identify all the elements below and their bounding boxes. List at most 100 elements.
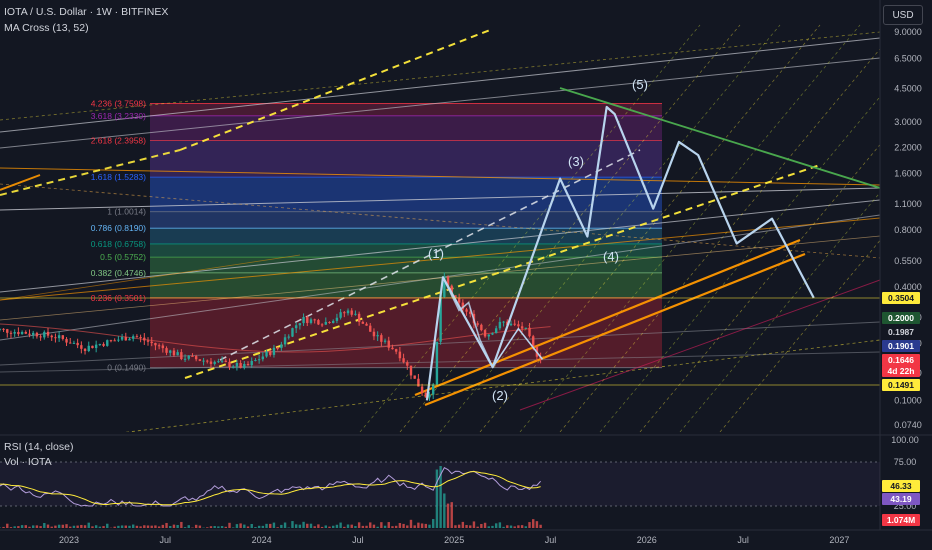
fib-label-5: 0.786 (0.8190) <box>91 223 146 233</box>
candle-body <box>346 310 350 314</box>
trend-line <box>184 164 821 379</box>
price-badge-label-0: 0.3504 <box>888 293 914 303</box>
volume-bar <box>150 525 153 528</box>
volume-bar <box>206 527 209 528</box>
volume-bar <box>102 526 105 528</box>
candle-body <box>313 319 316 321</box>
candle-body <box>150 341 153 344</box>
candle-body <box>98 343 102 345</box>
volume-bar <box>131 524 135 528</box>
candle-body <box>239 362 242 368</box>
fan-line <box>639 144 880 432</box>
candle-body <box>113 340 116 342</box>
volume-bar <box>98 526 102 528</box>
volume-bar <box>283 522 287 528</box>
price-badge-label-3: 0.1901 <box>888 341 914 351</box>
volume-bar <box>417 522 420 528</box>
candle-body <box>498 321 502 329</box>
volume-bar <box>380 522 383 528</box>
volume-bar <box>513 526 516 528</box>
rsi-tick-0: 100.00 <box>891 435 919 445</box>
trend-line <box>519 279 880 411</box>
candle-body <box>198 359 202 361</box>
volume-bar <box>9 527 13 528</box>
fib-zone <box>150 140 662 178</box>
candle-body <box>131 336 135 339</box>
volume-bar <box>250 523 253 528</box>
candle-body <box>394 349 398 352</box>
volume-bar <box>76 525 79 528</box>
volume-bar <box>235 524 239 528</box>
candle-body <box>24 331 27 334</box>
candle-body <box>169 350 172 353</box>
volume-bar <box>435 469 439 528</box>
rsi-tick-1: 75.00 <box>894 457 917 467</box>
candle-body <box>31 332 35 335</box>
volume-bar <box>117 525 120 528</box>
fib-label-3: 1.618 (1.5283) <box>91 172 146 182</box>
volume-bar <box>31 525 35 528</box>
candle-body <box>72 342 76 344</box>
volume-bar <box>83 525 87 528</box>
candle-body <box>276 347 279 349</box>
volume-bar <box>143 525 146 528</box>
candle-body <box>165 348 168 353</box>
volume-bar <box>209 526 213 528</box>
price-badge <box>882 379 920 391</box>
trend-line <box>0 351 880 373</box>
time-tick-8: 2027 <box>829 535 849 545</box>
volume-bar <box>394 525 398 528</box>
fib-zone <box>150 103 662 116</box>
volume-bar <box>146 525 150 528</box>
volume-bar <box>176 525 179 528</box>
candle-body <box>146 340 150 342</box>
volume-bar <box>354 526 357 528</box>
volume-bar <box>494 523 498 528</box>
fan-line <box>399 24 741 432</box>
candle-body <box>187 355 190 359</box>
candle-body <box>61 335 65 339</box>
volume-bar <box>428 524 431 528</box>
candle-body <box>517 324 520 327</box>
candle-body <box>406 362 409 366</box>
price-badge <box>882 326 920 338</box>
fib-zone <box>150 257 662 273</box>
volume-bar <box>506 525 509 528</box>
fan-line <box>519 24 861 432</box>
candle-body <box>228 361 231 367</box>
candle-body <box>361 321 365 324</box>
candle-body <box>328 321 331 324</box>
volume-bar <box>172 524 176 528</box>
price-tick-4: 2.2000 <box>894 142 922 152</box>
candle-body <box>354 313 357 315</box>
time-tick-2: 2024 <box>252 535 272 545</box>
candle-body <box>265 351 268 357</box>
candle-body <box>317 320 320 325</box>
candle-body <box>80 345 83 349</box>
candle-body <box>309 319 313 323</box>
candle-body <box>494 328 498 334</box>
price-badge <box>882 365 920 377</box>
time-tick-5: Jul <box>545 535 557 545</box>
fib-label-7: 0.5 (0.5752) <box>100 252 146 262</box>
candle-body <box>102 343 105 346</box>
currency-button[interactable]: USD <box>883 5 923 25</box>
candle-body <box>2 328 5 330</box>
candle-body <box>283 337 287 345</box>
volume-bar <box>291 521 294 528</box>
volume-bar <box>376 526 379 528</box>
price-badge-label-5: 4d 22h <box>888 366 915 376</box>
fib-zone <box>150 177 662 212</box>
volume-bar <box>280 524 283 528</box>
candle-body <box>209 361 213 364</box>
candle-body <box>457 298 461 303</box>
candle-body <box>483 330 487 337</box>
volume-bar <box>372 524 376 528</box>
time-tick-7: Jul <box>737 535 749 545</box>
candle-body <box>57 335 61 339</box>
candle-body <box>324 321 328 325</box>
volume-bar <box>469 525 472 528</box>
fib-zone <box>150 272 662 298</box>
candle-body <box>117 339 120 341</box>
